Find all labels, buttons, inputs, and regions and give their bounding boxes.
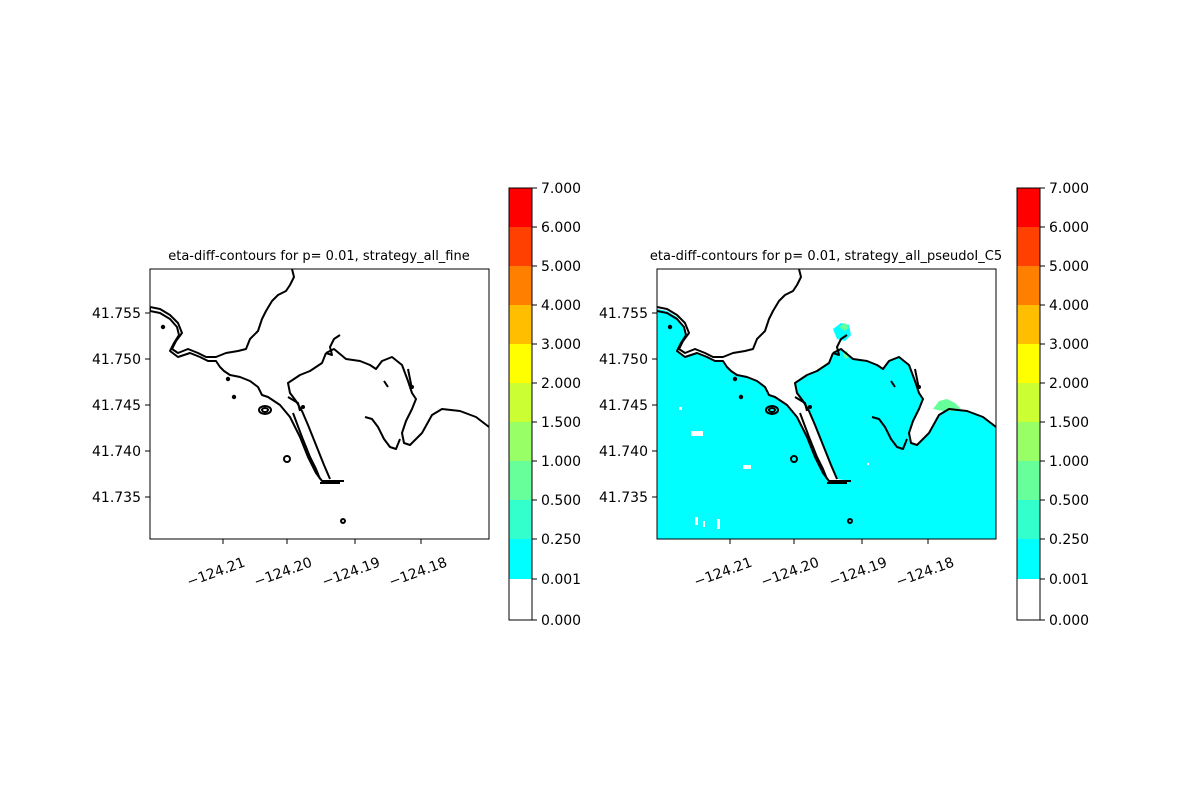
colorbar-tick-label: 1.500 [541, 415, 581, 431]
panel-2-white-specks [679, 407, 869, 529]
colorbar-segment [1017, 539, 1040, 579]
colorbar-frame [1016, 187, 1041, 621]
panel-2-y-tick-label: 41.750 [599, 352, 648, 368]
colorbar-tick-label: 4.000 [541, 298, 581, 314]
panel-1-y-tick-label: 41.745 [92, 398, 141, 414]
panel-2-y-tick-label: 41.740 [599, 444, 648, 460]
colorbar-tick-label: 2.000 [1049, 376, 1089, 392]
colorbar-segment [1017, 500, 1040, 539]
colorbar-segment [509, 422, 532, 461]
panel-2-green-patch [933, 399, 961, 411]
colorbar-tick-label: 0.250 [541, 532, 581, 548]
panel-1-coastline [150, 269, 489, 524]
panel-2-coastline [657, 269, 996, 524]
panel-2-y-axis: 41.755 41.750 41.745 41.740 41.735 [599, 306, 657, 506]
colorbar-segment [1017, 383, 1040, 422]
colorbar-tick-label: 5.000 [541, 259, 581, 275]
panel-1-title: eta-diff-contours for p= 0.01, strategy_… [168, 249, 469, 264]
colorbar-segment [509, 305, 532, 344]
colorbar-segment [509, 579, 532, 620]
colorbar-segment [509, 227, 532, 266]
panel-1-y-axis: 41.755 41.750 41.745 41.740 41.735 [92, 306, 150, 506]
colorbar-segment [1017, 579, 1040, 620]
colorbar-tick-label: 7.000 [541, 181, 581, 197]
panel-2: eta-diff-contours for p= 0.01, strategy_… [599, 181, 1089, 629]
colorbar-segment [509, 539, 532, 579]
colorbar-segment [509, 461, 532, 500]
panel-1-y-tick-label: 41.735 [92, 490, 141, 506]
colorbar-segment [509, 383, 532, 422]
colorbar-tick-label: 1.500 [1049, 415, 1089, 431]
colorbar-segment [509, 344, 532, 383]
panel-2-y-tick-label: 41.755 [599, 306, 648, 322]
colorbar-tick-label: 0.001 [541, 572, 581, 588]
colorbar-tick-label: 0.001 [1049, 572, 1089, 588]
colorbar-segment [509, 500, 532, 539]
panel-1-y-tick-label: 41.740 [92, 444, 141, 460]
colorbar-tick-label: 0.500 [1049, 493, 1089, 509]
colorbar-segment [1017, 188, 1040, 227]
panel-2-water-fill [657, 309, 996, 539]
colorbar-segment [509, 188, 532, 227]
colorbar-segment [1017, 461, 1040, 500]
colorbar-tick-label: 2.000 [541, 376, 581, 392]
colorbar-tick-label: 0.000 [541, 613, 581, 629]
colorbar-segment [1017, 422, 1040, 461]
colorbar-segment [509, 266, 532, 305]
colorbar-tick-label: 3.000 [541, 337, 581, 353]
colorbar-tick-label: 4.000 [1049, 298, 1089, 314]
colorbar-tick-label: 6.000 [541, 220, 581, 236]
colorbar-tick-label: 1.000 [541, 454, 581, 470]
panel-2-title: eta-diff-contours for p= 0.01, strategy_… [650, 249, 1002, 264]
panel-2-axes-frame [656, 268, 997, 540]
panel-1-y-tick-label: 41.755 [92, 306, 141, 322]
colorbar-tick-label: 6.000 [1049, 220, 1089, 236]
colorbar-tick-label: 3.000 [1049, 337, 1089, 353]
colorbar-segment [1017, 344, 1040, 383]
colorbar-segment [1017, 305, 1040, 344]
colorbar-tick-label: 7.000 [1049, 181, 1089, 197]
colorbar-tick-label: 0.250 [1049, 532, 1089, 548]
colorbar-tick-label: 5.000 [1049, 259, 1089, 275]
panel-2-y-tick-label: 41.735 [599, 490, 648, 506]
panel-2-y-tick-label: 41.745 [599, 398, 648, 414]
panel-1-y-tick-label: 41.750 [92, 352, 141, 368]
colorbar-tick-label: 0.000 [1049, 613, 1089, 629]
colorbar-segment [1017, 227, 1040, 266]
colorbar-tick-label: 1.000 [1049, 454, 1089, 470]
colorbar-frame [508, 187, 533, 621]
panel-1-axes-frame [149, 268, 490, 540]
panel-2-green-patch [839, 323, 849, 331]
panel-2-plot: 41.755 41.750 41.745 41.740 41.735 −124.… [599, 268, 997, 591]
panel-1-colorbar: 7.000 6.000 5.000 4.000 3.000 2.000 1.50… [508, 181, 581, 629]
colorbar-segment [1017, 266, 1040, 305]
colorbar-tick-label: 0.500 [541, 493, 581, 509]
panel-2-colorbar: 7.000 6.000 5.000 4.000 3.000 2.000 1.50… [1016, 181, 1089, 629]
